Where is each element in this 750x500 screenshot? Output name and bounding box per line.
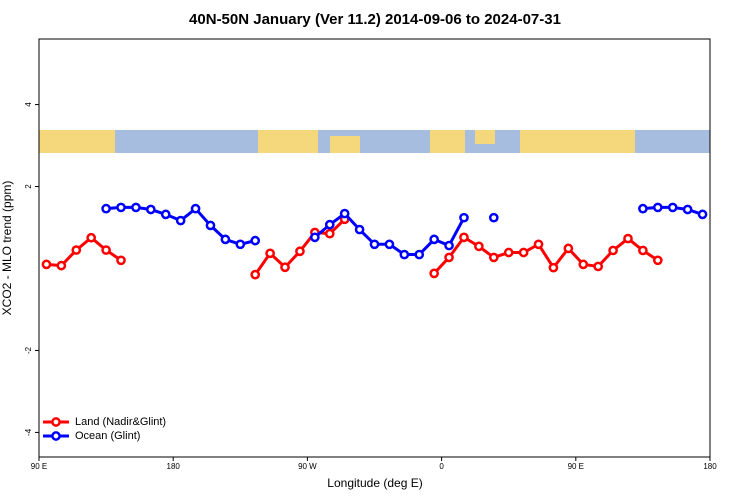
legend: Land (Nadir&Glint) Ocean (Glint): [43, 416, 166, 442]
point: [652, 202, 663, 213]
point: [682, 204, 693, 215]
point: [578, 259, 589, 270]
point: [354, 224, 365, 235]
point: [190, 203, 201, 214]
point: [563, 243, 574, 254]
y-axis-label: XCO2 - MLO trend (ppm): [0, 181, 14, 316]
x-tick-label: 90 W: [298, 462, 317, 471]
point: [414, 249, 425, 260]
point: [444, 252, 454, 263]
legend-marker: [51, 417, 61, 427]
point: [533, 239, 544, 250]
point: [145, 204, 156, 215]
point: [548, 262, 559, 273]
point: [488, 252, 499, 263]
point: [160, 209, 171, 220]
point: [310, 232, 320, 243]
point: [41, 259, 52, 270]
point: [116, 202, 126, 213]
point: [131, 202, 141, 213]
point: [175, 215, 186, 226]
point: [205, 220, 216, 231]
map-land: [258, 130, 318, 153]
point: [459, 212, 469, 223]
point: [384, 239, 395, 250]
point: [250, 269, 261, 280]
x-tick-label: 90 E: [568, 462, 584, 471]
point: [474, 241, 484, 252]
chart-title: 40N-50N January (Ver 11.2) 2014-09-06 to…: [189, 11, 561, 28]
point: [295, 246, 305, 257]
point: [429, 268, 439, 279]
point: [399, 249, 410, 260]
y-tick-label: -4: [24, 428, 33, 436]
point: [235, 239, 246, 250]
point: [638, 245, 648, 256]
point: [652, 255, 663, 266]
point: [608, 245, 618, 256]
map-land: [430, 130, 465, 153]
point: [101, 245, 111, 255]
plot-frame: [38, 38, 711, 458]
point: [265, 248, 275, 259]
map-land: [475, 130, 495, 144]
point: [459, 232, 469, 243]
map-land: [39, 130, 115, 153]
x-axis-label: Longitude (deg E): [327, 476, 422, 490]
map-strip: [39, 130, 710, 153]
point: [324, 219, 335, 230]
point: [503, 247, 514, 258]
point: [444, 240, 454, 251]
legend-label: Ocean (Glint): [75, 430, 140, 442]
legend-label: Land (Nadir&Glint): [75, 416, 166, 428]
point: [369, 239, 380, 250]
point: [280, 262, 290, 273]
point: [116, 255, 126, 266]
point: [86, 232, 97, 243]
point: [220, 234, 231, 245]
map-land: [330, 136, 360, 153]
point: [101, 203, 111, 214]
point: [488, 212, 499, 223]
point: [339, 208, 350, 219]
point: [56, 260, 67, 271]
y-tick-label: 2: [24, 184, 33, 189]
point: [518, 247, 529, 258]
x-tick-label: 0: [439, 462, 444, 471]
point: [623, 233, 633, 244]
point: [638, 203, 648, 214]
map-land: [520, 130, 635, 153]
x-tick-label: 180: [167, 462, 181, 471]
x-tick-label: 180: [703, 462, 717, 471]
y-tick-label: 4: [24, 102, 33, 107]
y-tick-label: -2: [24, 346, 33, 354]
point: [593, 261, 604, 272]
point: [324, 228, 335, 239]
point: [697, 209, 708, 220]
point: [429, 234, 439, 245]
legend-marker: [51, 431, 61, 441]
point: [250, 235, 261, 246]
x-tick-label: 90 E: [31, 462, 47, 471]
point: [71, 245, 82, 255]
point: [667, 202, 678, 213]
